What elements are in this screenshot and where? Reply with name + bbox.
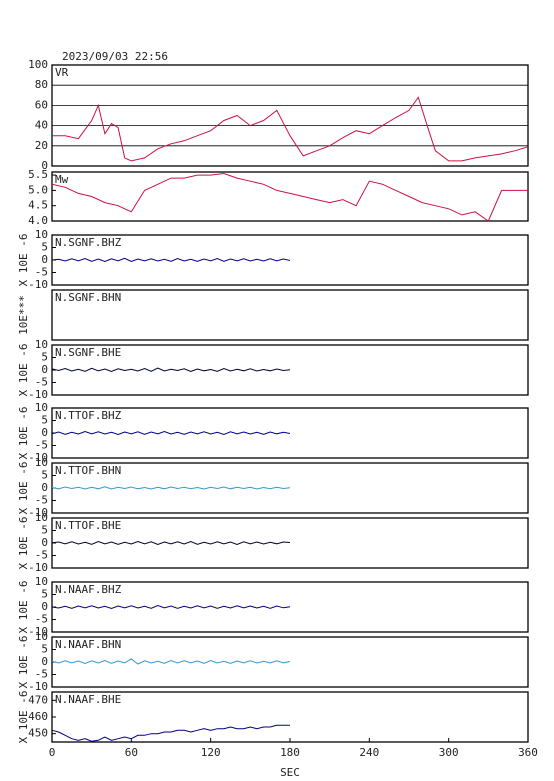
x-tick-label: 240: [359, 746, 379, 759]
y-tick-label: 5: [41, 351, 48, 364]
y-tick-label: -5: [35, 613, 48, 626]
y-tick-label: 20: [35, 139, 48, 152]
y-axis-label: X 10E -6: [17, 462, 30, 515]
y-tick-label: 4.0: [28, 214, 48, 227]
y-axis-label: X 10E -6: [17, 581, 30, 634]
panel-label: N.SGNF.BHE: [55, 346, 121, 359]
y-tick-label: 450: [28, 727, 48, 740]
series-line: [51, 604, 291, 610]
y-tick-label: -5: [35, 668, 48, 681]
y-tick-label: 10: [35, 456, 48, 469]
y-axis-label: X 10E -6: [17, 407, 30, 460]
y-tick-label: 5: [41, 469, 48, 482]
x-tick-label: 0: [49, 746, 56, 759]
y-axis-label: X 10E -6: [17, 517, 30, 570]
y-tick-label: -5: [35, 266, 48, 279]
y-tick-label: 10: [35, 228, 48, 241]
y-tick-label: 0: [41, 363, 48, 376]
x-axis-label: SEC: [280, 766, 300, 779]
y-tick-label: -10: [28, 561, 48, 574]
y-tick-label: 0: [41, 426, 48, 439]
y-tick-label: -5: [35, 549, 48, 562]
panel-frame: [51, 691, 529, 743]
y-tick-label: 10: [35, 511, 48, 524]
y-tick-label: 10: [35, 630, 48, 643]
y-tick-label: 60: [35, 98, 48, 111]
y-tick-label: 5: [41, 241, 48, 254]
panel-frame: [51, 171, 529, 222]
series-line: [51, 172, 528, 222]
y-tick-label: -10: [28, 506, 48, 519]
series-line: [51, 430, 291, 436]
x-tick-label: 180: [280, 746, 300, 759]
series-line: [51, 540, 291, 546]
panel-label: N.NAAF.BHE: [55, 693, 121, 706]
y-tick-label: 5: [41, 588, 48, 601]
y-axis-label: 10E***: [17, 295, 30, 335]
panel-label: N.SGNF.BHZ: [55, 236, 122, 249]
y-axis-label: X 10E -6: [17, 234, 30, 287]
x-tick-label: 360: [518, 746, 538, 759]
series-line: [51, 486, 291, 490]
y-tick-label: 10: [35, 401, 48, 414]
y-tick-label: 5.5: [28, 168, 48, 181]
y-tick-label: 5: [41, 524, 48, 537]
y-axis-label: X 10E -6: [17, 636, 30, 689]
panel-label: N.TTOF.BHE: [55, 519, 121, 532]
y-tick-label: -10: [28, 680, 48, 693]
y-tick-label: 0: [41, 536, 48, 549]
y-tick-label: -10: [28, 278, 48, 291]
y-tick-label: 0: [41, 655, 48, 668]
chart-title: 2023/09/03 22:56: [62, 50, 168, 63]
y-axis-label: X 10E -6: [17, 691, 30, 744]
panel-label: N.TTOF.BHZ: [55, 409, 122, 422]
y-tick-label: -10: [28, 388, 48, 401]
y-tick-label: 5.0: [28, 183, 48, 196]
y-tick-label: -5: [35, 439, 48, 452]
panel-label: N.NAAF.BHZ: [55, 583, 122, 596]
series-line: [51, 724, 290, 742]
y-tick-label: 10: [35, 575, 48, 588]
panel-label: N.TTOF.BHN: [55, 464, 121, 477]
y-tick-label: -10: [28, 451, 48, 464]
y-tick-label: 0: [41, 253, 48, 266]
y-tick-label: 5: [41, 414, 48, 427]
panel-label: VR: [55, 66, 69, 79]
y-tick-label: 4.5: [28, 199, 48, 212]
y-tick-label: 10: [35, 338, 48, 351]
y-tick-label: -5: [35, 376, 48, 389]
panel-label: N.SGNF.BHN: [55, 291, 121, 304]
x-tick-label: 60: [125, 746, 138, 759]
y-tick-label: 40: [35, 119, 48, 132]
series-line: [51, 257, 291, 263]
series-line: [51, 367, 291, 373]
y-axis-label: X 10E -6: [17, 344, 30, 397]
y-tick-label: 470: [28, 693, 48, 706]
series-line: [51, 658, 291, 665]
y-tick-label: 0: [41, 481, 48, 494]
y-tick-label: 5: [41, 643, 48, 656]
y-tick-label: 460: [28, 710, 48, 723]
x-tick-label: 300: [439, 746, 459, 759]
series-line: [52, 96, 529, 162]
y-tick-label: -5: [35, 494, 48, 507]
x-tick-label: 120: [201, 746, 221, 759]
y-tick-label: -10: [28, 625, 48, 638]
panel-label: Mw: [55, 173, 69, 186]
y-tick-label: 0: [41, 600, 48, 613]
y-tick-label: 100: [28, 58, 48, 71]
panel-frame: [51, 289, 529, 341]
y-tick-label: 80: [35, 78, 48, 91]
y-tick-label: 0: [41, 159, 48, 172]
panel-label: N.NAAF.BHN: [55, 638, 121, 651]
